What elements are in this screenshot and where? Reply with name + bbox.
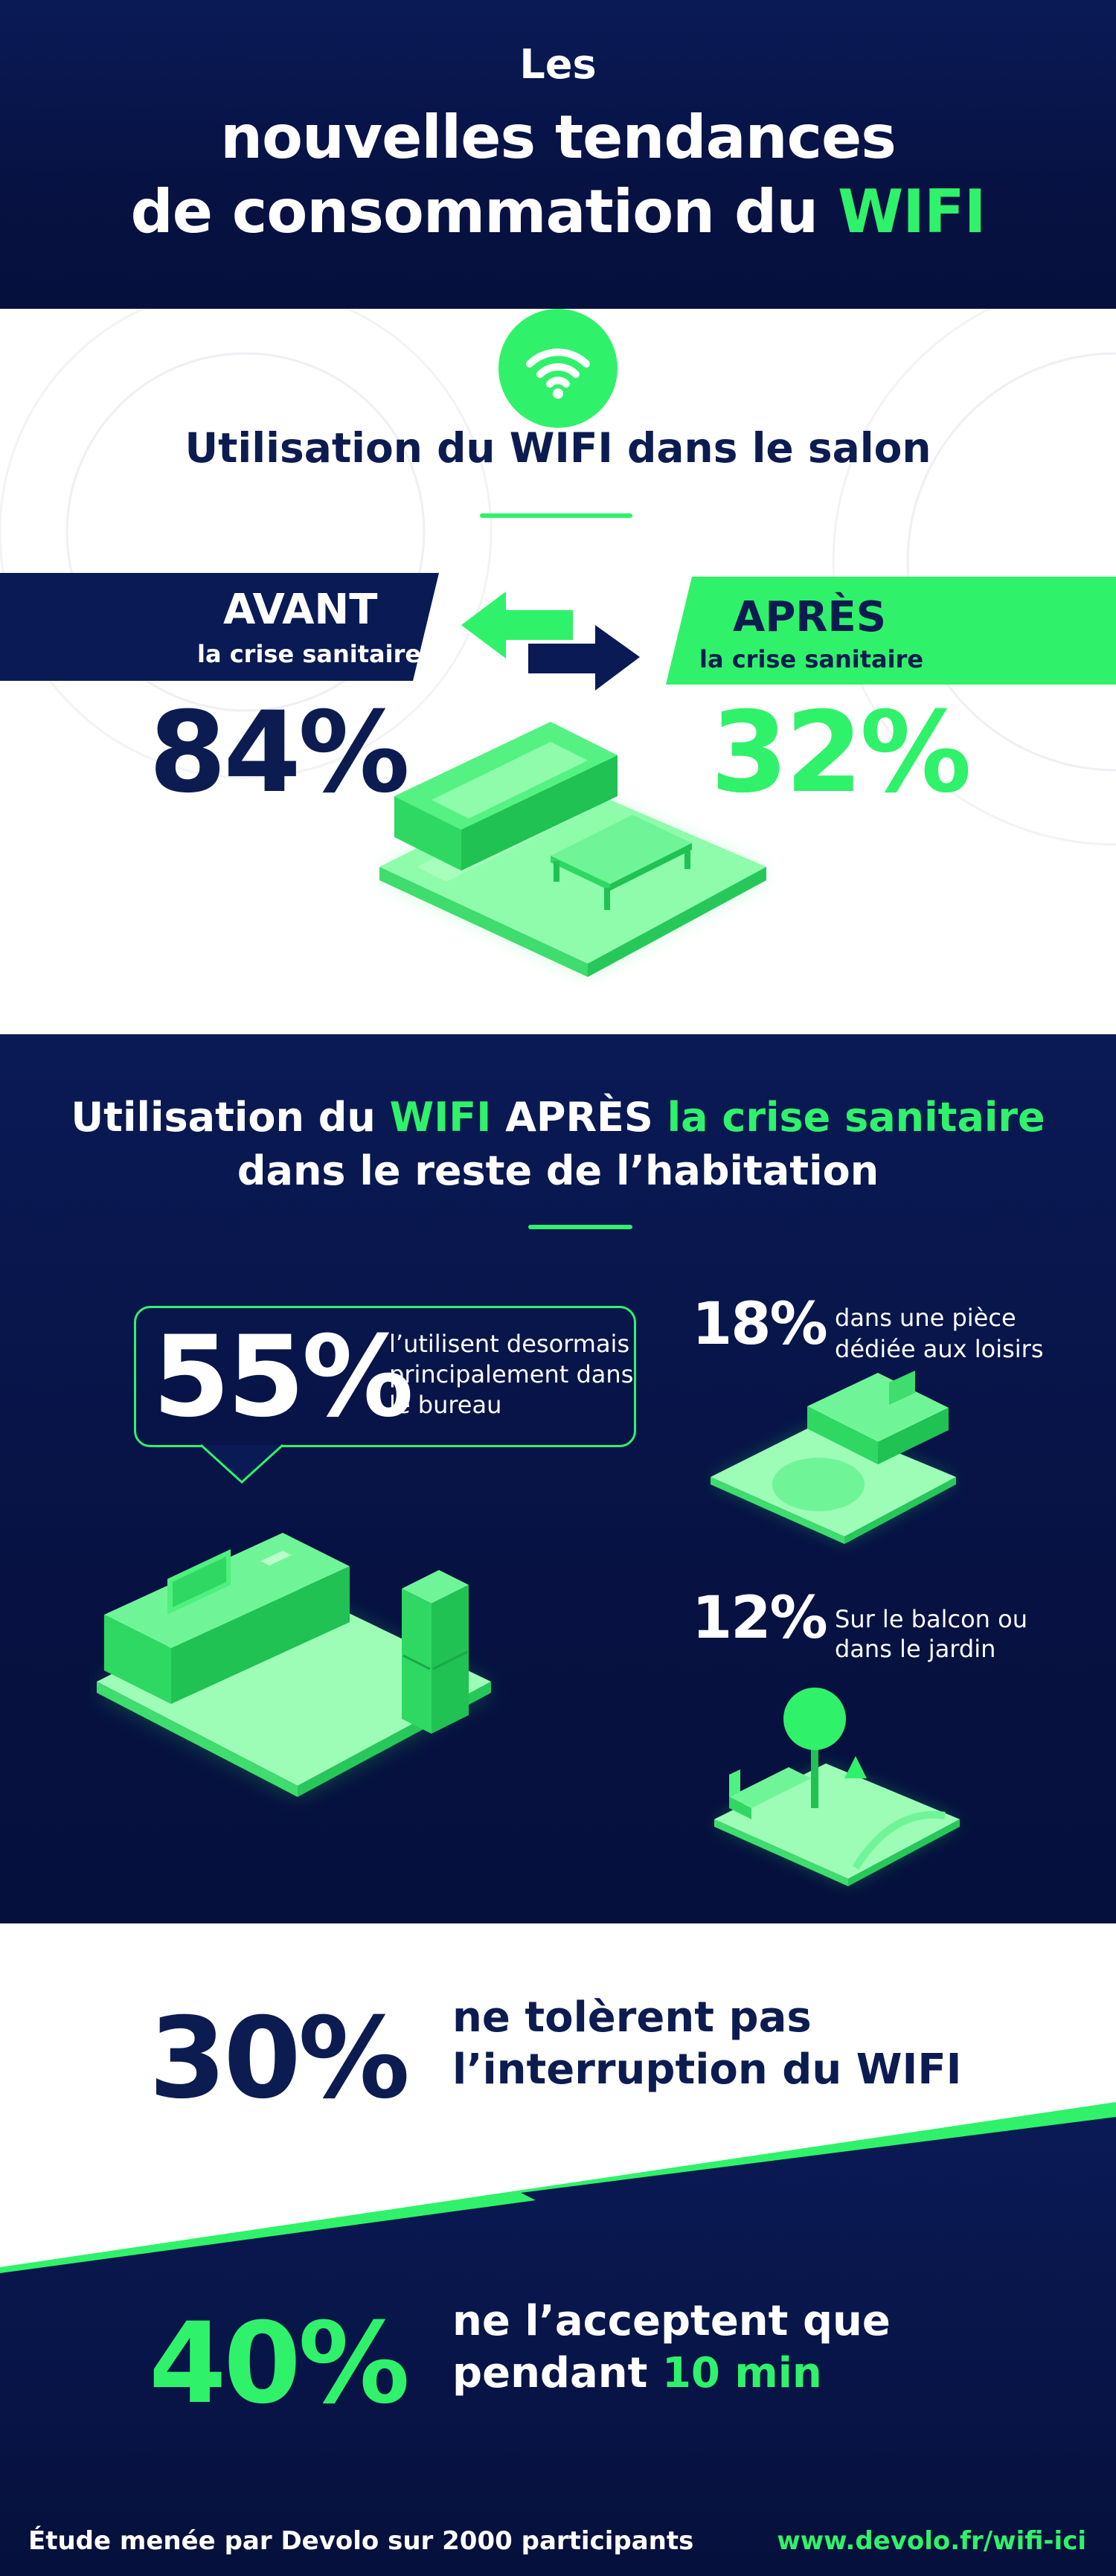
footer-source: Étude menée par Devolo sur 2000 particip… (28, 2526, 694, 2556)
text-40-line-1: ne l’acceptent que (452, 2297, 891, 2345)
title-line-3: de consommation du WIFI (0, 177, 1116, 246)
bureau-text: l’utilisent desormais principalement dan… (389, 1330, 634, 1419)
loisirs-percent: 18% (692, 1291, 828, 1358)
wifi-icon (498, 309, 618, 428)
bottom-section: 30% ne tolèrent pas l’interruption du WI… (0, 1923, 1116, 2576)
balcon-percent: 12% (692, 1585, 828, 1652)
living-room-illustration (379, 722, 766, 977)
text-40-line-2: pendant 10 min (452, 2348, 822, 2400)
text-40-duration: 10 min (661, 2349, 822, 2397)
background-rings (0, 309, 1116, 846)
salon-section: Utilisation du WIFI dans le salon AVANT … (0, 309, 1116, 1034)
garden-illustration (714, 1688, 960, 1886)
title-line-3-text: de consommation du (130, 177, 838, 246)
text-30-line-1: ne tolèrent pas (452, 1993, 812, 2042)
avant-sub: la crise sanitaire (197, 640, 422, 668)
swap-arrows-icon (461, 592, 640, 691)
text-40-pendant: pendant (452, 2349, 662, 2397)
bureau-percent: 55% (153, 1313, 414, 1442)
header: Les nouvelles tendances de consommation … (0, 0, 1116, 309)
percent-40: 40% (149, 2299, 410, 2429)
diagonal-background (0, 2102, 1116, 2576)
loisirs-text-2: dédiée aux loisirs (835, 1335, 1044, 1363)
balcon-text-1: Sur le balcon ou (835, 1605, 1027, 1633)
apres-sub: la crise sanitaire (699, 645, 924, 673)
text-30-line-2: l’interruption du WIFI (452, 2045, 962, 2094)
office-illustration (97, 1533, 491, 1797)
reste-title-underline (528, 1225, 632, 1229)
reste-title-line-2: dans le reste de l’habitation (237, 1147, 879, 1194)
avant-label: AVANT (223, 586, 378, 634)
title-line-2: nouvelles tendances (220, 103, 897, 172)
title-wifi-word: WIFI (838, 177, 986, 246)
footer-url[interactable]: www.devolo.fr/wifi-ici (777, 2526, 1086, 2556)
balcon-text-2: dans le jardin (835, 1635, 996, 1663)
apres-label: APRÈS (733, 593, 887, 641)
title-underline (480, 513, 632, 518)
reste-title-crise: la crise sanitaire (667, 1094, 1045, 1141)
reste-title-a: Utilisation du (71, 1094, 390, 1141)
apres-percent: 32% (711, 688, 972, 818)
reste-title-apres: APRÈS (491, 1094, 667, 1141)
percent-30: 30% (149, 1994, 410, 2124)
avant-percent: 84% (149, 688, 410, 818)
title-line-1: Les (519, 41, 597, 88)
apres-band: APRÈS la crise sanitaire (666, 577, 1116, 685)
bureau-bubble: 55% l’utilisent desormais principalement… (134, 1306, 636, 1447)
avant-band: AVANT la crise sanitaire (0, 573, 439, 681)
reste-title-wifi: WIFI (389, 1094, 492, 1141)
salon-title: Utilisation du WIFI dans le salon (185, 424, 931, 472)
leisure-room-illustration (711, 1371, 956, 1544)
loisirs-text-1: dans une pièce (835, 1304, 1016, 1332)
reste-title-line-1: Utilisation du WIFI APRÈS la crise sanit… (0, 1094, 1116, 1141)
bubble-tail (201, 1444, 284, 1484)
reste-section: Utilisation du WIFI APRÈS la crise sanit… (0, 1034, 1116, 1923)
